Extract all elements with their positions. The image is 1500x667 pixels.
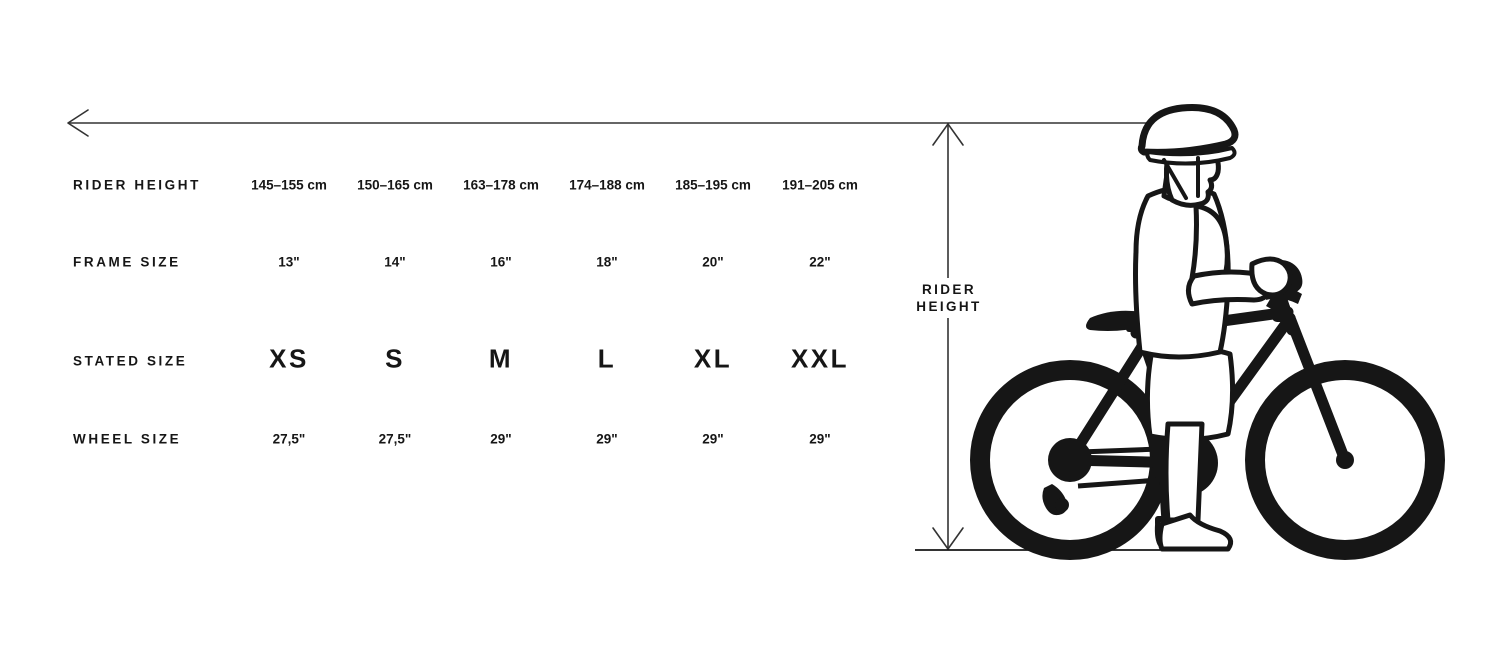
cell-frame-size-4: 18" — [596, 254, 618, 270]
cell-stated-size-3: M — [488, 343, 514, 374]
cell-rider-height-3: 163–178 cm — [463, 177, 539, 193]
cell-stated-size-5: XL — [693, 343, 733, 374]
dimension-label-line-1: RIDER — [921, 282, 976, 297]
cell-wheel-size-2: 27,5" — [378, 431, 412, 447]
cell-rider-height-5: 185–195 cm — [675, 177, 751, 193]
cell-wheel-size-1: 27,5" — [272, 431, 306, 447]
helmet-strap — [1162, 156, 1200, 200]
cell-frame-size-5: 20" — [702, 254, 724, 270]
arrowhead-down-icon — [932, 527, 964, 550]
cell-frame-size-1: 13" — [278, 254, 300, 270]
cell-rider-height-1: 145–155 cm — [251, 177, 327, 193]
row-label-stated-size: STATED SIZE — [73, 353, 188, 369]
dimension-label-line-2: HEIGHT — [916, 299, 982, 314]
cyclist-illustration — [1133, 103, 1293, 552]
cell-rider-height-2: 150–165 cm — [357, 177, 433, 193]
stem — [1272, 298, 1288, 322]
arrowhead-left-icon — [67, 109, 89, 137]
cell-stated-size-6: XXL — [790, 343, 850, 374]
arrowhead-up-icon — [932, 123, 964, 146]
cell-rider-height-6: 191–205 cm — [782, 177, 858, 193]
cell-frame-size-6: 22" — [809, 254, 831, 270]
horizontal-dimension-arrow — [67, 109, 1150, 137]
cell-stated-size-2: S — [385, 343, 405, 374]
cell-frame-size-2: 14" — [384, 254, 406, 270]
front-wheel — [1245, 360, 1445, 560]
row-label-wheel-size: WHEEL SIZE — [73, 431, 182, 447]
front-hub — [1336, 451, 1354, 469]
rider-hand — [1249, 256, 1293, 298]
rider-leg-front — [1163, 421, 1205, 523]
cell-rider-height-4: 174–188 cm — [569, 177, 645, 193]
rider-sleeve — [1189, 203, 1230, 287]
row-label-rider-height: RIDER HEIGHT — [73, 177, 201, 193]
cell-wheel-size-6: 29" — [809, 431, 831, 447]
row-label-frame-size: FRAME SIZE — [73, 254, 181, 270]
cell-stated-size-4: L — [597, 343, 617, 374]
helmet-brim — [1145, 146, 1237, 166]
rider-shoe-front — [1157, 512, 1234, 552]
rider-helmet — [1137, 103, 1239, 156]
cell-stated-size-1: XS — [269, 343, 309, 374]
derailleur-pulley — [1055, 498, 1069, 512]
cassette — [1048, 438, 1092, 482]
cell-wheel-size-3: 29" — [490, 431, 512, 447]
vertical-dimension-arrow — [932, 123, 964, 550]
cell-wheel-size-5: 29" — [702, 431, 724, 447]
cell-frame-size-3: 16" — [490, 254, 512, 270]
cell-wheel-size-4: 29" — [596, 431, 618, 447]
rider-height-dimension-label: RIDER HEIGHT — [908, 278, 990, 318]
